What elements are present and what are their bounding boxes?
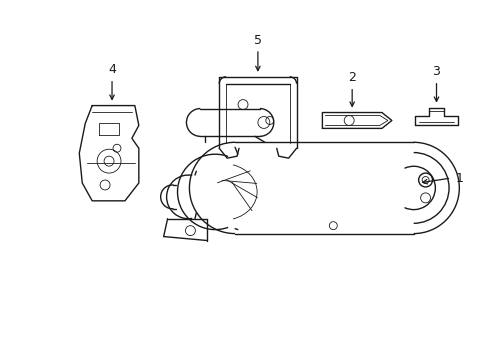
Text: 2: 2: [347, 71, 355, 84]
Text: 5: 5: [253, 33, 262, 46]
Text: 1: 1: [454, 171, 462, 185]
Text: 4: 4: [108, 63, 116, 76]
Text: 3: 3: [432, 66, 440, 78]
